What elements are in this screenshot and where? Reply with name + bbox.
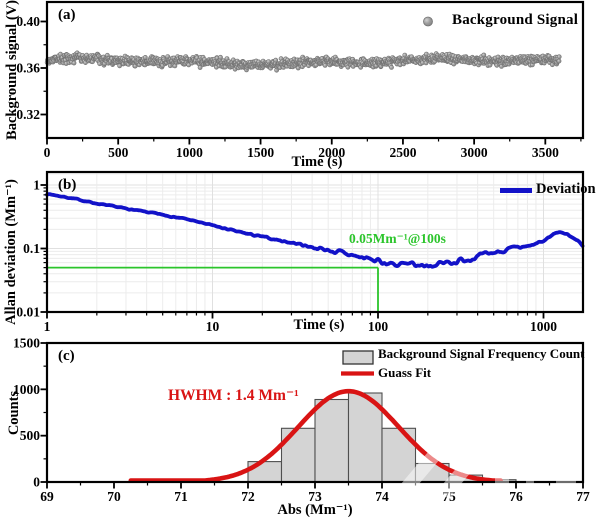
gauss-fit-line — [128, 388, 503, 483]
data-point — [218, 54, 223, 60]
panel-a-x-axis-label: Time (s) — [291, 154, 343, 170]
tick-label: 10 — [206, 319, 220, 334]
tick-label: 500 — [20, 428, 41, 443]
background-signal-scatter — [44, 50, 562, 73]
tick-label: 1 — [44, 319, 51, 334]
tick-label: 2000 — [318, 145, 345, 160]
data-point — [71, 60, 77, 66]
watermark-shape — [556, 477, 576, 486]
panel-a-legend-label: Background Signal — [452, 12, 579, 28]
panel-c-tag: (c) — [58, 348, 75, 364]
watermark-shape — [432, 452, 488, 497]
panel-b-frame — [45, 170, 585, 314]
data-point — [197, 65, 203, 70]
panel-b-y-axis-label: Allan deviation (Mm⁻¹) — [3, 179, 20, 325]
panel-b-tag: (b) — [58, 177, 77, 193]
tick-label: 70 — [107, 489, 121, 504]
data-point — [322, 63, 328, 68]
watermark-shape — [495, 477, 509, 486]
tick-label: 71 — [174, 489, 188, 504]
tick-label: 69 — [40, 489, 54, 504]
tick-label: 0 — [44, 145, 51, 160]
tick-label: 3000 — [461, 145, 488, 160]
tick-label: 0.40 — [16, 14, 40, 29]
tick-label: 100 — [368, 319, 389, 334]
panel-a-frame — [45, 0, 585, 140]
tick-label: 500 — [108, 145, 129, 160]
tick-label: 76 — [509, 489, 523, 504]
data-point — [142, 55, 148, 60]
tick-label: 1500 — [13, 336, 40, 351]
tick-label: 1000 — [530, 319, 557, 334]
panel-a-y-axis-label: Background signal (V) — [4, 0, 21, 140]
tick-label: 3500 — [532, 145, 559, 160]
legend-histogram-swatch — [342, 350, 374, 365]
data-point — [389, 65, 394, 70]
panel-a-tag: (a) — [58, 7, 76, 23]
panel-b-legend-label: Deviation — [536, 181, 596, 197]
panel-c: 697071727374757677050010001500 — [13, 336, 590, 505]
panel-c-legend-label-histogram: Background Signal Frequency Count — [378, 346, 585, 361]
panel-b: 1 10 100 1000 0.01 0.1 1 — [16, 170, 585, 334]
watermark-shape — [390, 452, 446, 497]
legend-marker — [423, 16, 433, 27]
tick-label: 72 — [241, 489, 255, 504]
panel-c-annotation: HWHM : 1.4 Mm⁻¹ — [168, 387, 299, 404]
tick-label: 1 — [33, 178, 40, 193]
tick-label: 0.36 — [16, 61, 40, 76]
data-point — [556, 54, 562, 60]
tick-label: 77 — [576, 489, 590, 504]
watermark-shape — [526, 478, 534, 485]
panel-c-legend-label-fit: Guass Fit — [378, 365, 432, 380]
tick-label: 0 — [33, 475, 40, 490]
tick-label: 74 — [375, 489, 389, 504]
data-point — [402, 52, 408, 58]
tick-label: 1500 — [247, 145, 274, 160]
tick-label: 0.1 — [23, 241, 40, 256]
panel-c-y-axis-label: Counts — [6, 390, 23, 436]
histogram-bar — [314, 398, 350, 483]
tick-label: 0.32 — [16, 107, 40, 122]
deviation-line — [45, 192, 585, 269]
tick-label: 0.01 — [16, 305, 40, 320]
panel-b-x-axis-label: Time (s) — [293, 317, 345, 333]
tick-label: 73 — [308, 489, 322, 504]
watermark — [390, 452, 576, 497]
panel-a: 0 500 1000 1500 2000 2500 3000 3500 0.32 0.36 0.40 — [16, 0, 585, 160]
panel-c-x-axis-label: Abs (Mm⁻¹) — [277, 502, 353, 518]
data-point — [556, 58, 562, 64]
panel-b-annotation: 0.05Mm⁻¹@100s — [349, 231, 446, 246]
histogram-bars — [247, 392, 517, 483]
tick-label: 1000 — [176, 145, 203, 160]
tick-label: 1000 — [13, 382, 40, 397]
tick-label: 2500 — [389, 145, 416, 160]
data-point — [273, 57, 279, 63]
